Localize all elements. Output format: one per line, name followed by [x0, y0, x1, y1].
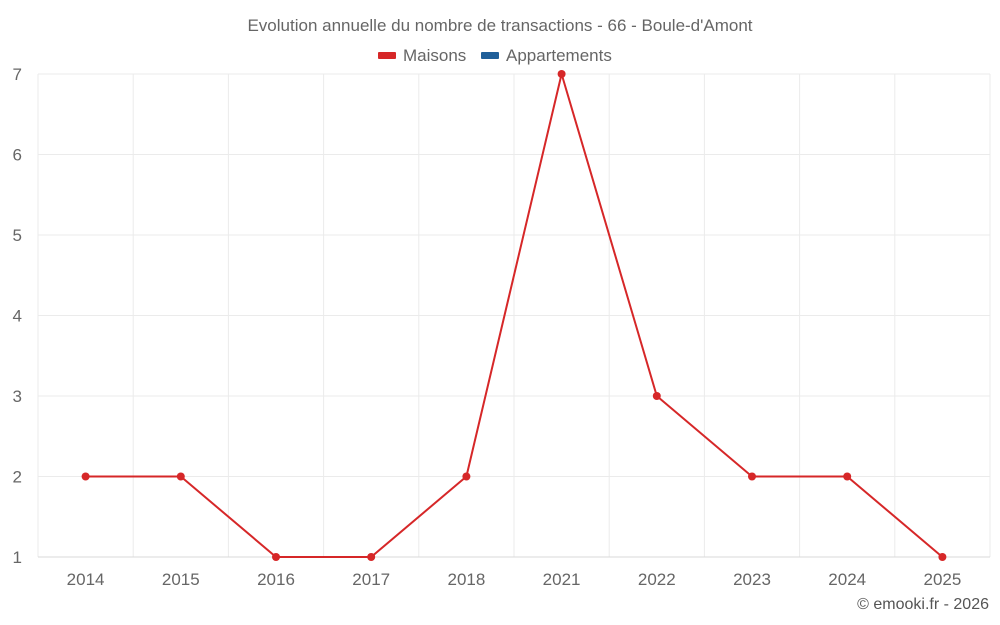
y-axis-ticks: 1 2 3 4 5 6 7 [13, 65, 22, 567]
legend-label-maisons: Maisons [403, 46, 466, 65]
x-tick-label: 2021 [543, 570, 581, 589]
legend-item-appartements[interactable]: Appartements [481, 46, 612, 65]
grid [37, 73, 991, 558]
series-line-maisons [85, 73, 944, 558]
x-tick-label: 2018 [447, 570, 485, 589]
x-tick-label: 2022 [638, 570, 676, 589]
chart-title: Evolution annuelle du nombre de transact… [247, 16, 752, 35]
y-tick-label: 1 [13, 548, 22, 567]
data-point-maisons[interactable] [81, 472, 90, 481]
x-tick-label: 2016 [257, 570, 295, 589]
data-point-maisons[interactable] [367, 553, 376, 561]
legend-item-maisons[interactable]: Maisons [378, 46, 466, 65]
x-tick-label: 2025 [923, 570, 961, 589]
y-tick-label: 6 [13, 146, 22, 165]
data-point-maisons[interactable] [748, 472, 756, 481]
data-point-maisons[interactable] [272, 553, 280, 561]
legend-swatch-maisons [378, 52, 396, 59]
x-tick-label: 2024 [828, 570, 866, 589]
x-tick-label: 2014 [67, 570, 105, 589]
legend: Maisons Appartements [378, 46, 612, 65]
y-tick-label: 3 [13, 387, 22, 406]
legend-label-appartements: Appartements [506, 46, 612, 65]
x-tick-label: 2023 [733, 570, 771, 589]
x-tick-label: 2015 [162, 570, 200, 589]
credit-text: © emooki.fr - 2026 [857, 596, 989, 613]
legend-swatch-appartements [481, 52, 499, 59]
data-point-maisons[interactable] [652, 392, 661, 400]
data-point-maisons[interactable] [176, 472, 185, 481]
data-point-maisons[interactable] [843, 472, 852, 481]
data-point-maisons[interactable] [557, 70, 566, 78]
series-layer [81, 70, 947, 561]
data-point-maisons[interactable] [462, 472, 471, 481]
y-tick-label: 7 [13, 65, 22, 84]
y-tick-label: 4 [13, 307, 22, 326]
x-tick-label: 2017 [352, 570, 390, 589]
y-tick-label: 2 [13, 468, 22, 487]
y-tick-label: 5 [13, 226, 22, 245]
data-point-maisons[interactable] [938, 553, 947, 561]
x-axis-ticks: 2014 2015 2016 2017 2018 2021 2022 2023 2024 2025 [67, 570, 962, 589]
